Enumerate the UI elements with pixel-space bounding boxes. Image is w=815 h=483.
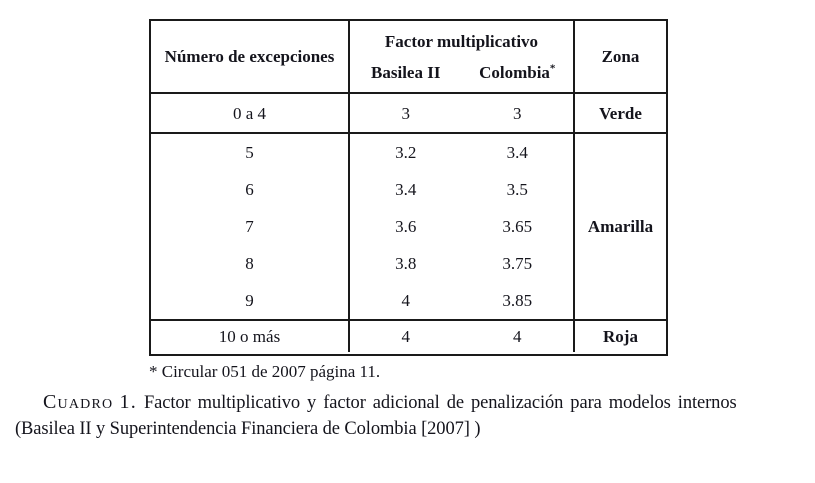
- cell-colombia: 3.75: [502, 254, 533, 273]
- cell-basilea: 3.6: [395, 217, 417, 236]
- cell-exceptions: 7: [151, 208, 350, 245]
- cell-basilea: 4: [401, 291, 411, 310]
- caption-line2: (Basilea II y Superintendencia Financier…: [15, 419, 481, 439]
- factor-multiplicativo-table: Número de excepciones Factor multiplicat…: [149, 19, 668, 356]
- table-footnote: * Circular 051 de 2007 página 11.: [149, 362, 381, 381]
- cell-zona-amarilla: Amarilla: [573, 134, 666, 319]
- caption-label: Cuadro 1.: [43, 391, 137, 413]
- header-cell-exceptions: Número de excepciones: [151, 21, 350, 94]
- cell-colombia: 4: [461, 319, 573, 352]
- cell-exceptions: 6: [151, 171, 350, 208]
- cell-basilea: 3.4: [395, 180, 417, 199]
- header-cell-zona: Zona: [573, 21, 666, 94]
- cell-exceptions: 9: [151, 282, 350, 319]
- table-caption: Cuadro 1. Factor multiplicativo y factor…: [15, 389, 803, 442]
- cell-basilea: 3.2: [395, 143, 417, 162]
- footnote-marker-icon: *: [549, 62, 556, 75]
- cell-basilea: 3.8: [395, 254, 417, 273]
- cell-colombia: 3.4: [506, 143, 528, 162]
- cell-exceptions: 8: [151, 245, 350, 282]
- header-cell-factor-group: Factor multiplicativo Basilea II Colombi…: [350, 21, 573, 94]
- header-basilea-label: Basilea II: [371, 63, 441, 82]
- caption-line1: Cuadro 1. Factor multiplicativo y factor…: [15, 389, 803, 416]
- cell-exceptions: 5: [151, 134, 350, 171]
- header-zona-label: Zona: [601, 47, 640, 66]
- header-colombia-label: Colombia*: [479, 62, 556, 82]
- cell-zona-verde: Verde: [573, 94, 666, 134]
- header-factor-subcolumns: Basilea II Colombia*: [350, 62, 573, 82]
- header-exceptions-label: Número de excepciones: [164, 47, 335, 66]
- cell-exceptions: 10 o más: [151, 319, 350, 352]
- cell-colombia: 3.85: [502, 291, 533, 310]
- cell-colombia: 3.5: [506, 180, 528, 199]
- cell-colombia: 3.65: [502, 217, 533, 236]
- cell-basilea: 4: [350, 319, 462, 352]
- cell-exceptions: 0 a 4: [151, 94, 350, 134]
- header-factor-group-label: Factor multiplicativo: [384, 32, 539, 51]
- cell-zona-roja: Roja: [573, 319, 666, 352]
- caption-text: Factor multiplicativo y factor adicional…: [143, 393, 737, 413]
- cell-basilea: 3: [350, 94, 462, 134]
- cell-colombia: 3: [461, 94, 573, 134]
